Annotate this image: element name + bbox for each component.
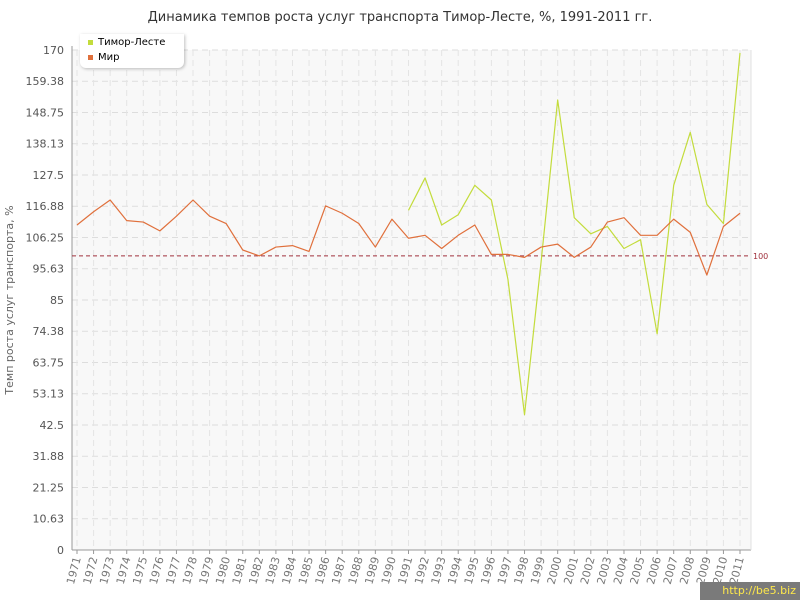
- legend-label: Тимор-Лесте: [98, 37, 166, 48]
- legend-swatch-icon: [88, 54, 93, 60]
- y-axis-label: Темп роста услуг транспорта, %: [3, 205, 16, 395]
- reference-line-label: 100: [753, 252, 768, 261]
- y-tick-label: 53.13: [33, 388, 65, 401]
- y-tick-label: 148.75: [26, 107, 65, 120]
- y-tick-label: 106.25: [26, 232, 65, 245]
- y-tick-label: 95.63: [33, 263, 65, 276]
- series-line-timor-leste: [407, 52, 741, 416]
- y-tick-label: 116.88: [26, 200, 65, 213]
- chart-title: Динамика темпов роста услуг транспорта Т…: [147, 10, 653, 25]
- y-tick-label: 0: [57, 544, 64, 557]
- y-tick-label: 31.88: [33, 450, 65, 463]
- y-tick-label: 10.63: [33, 513, 65, 526]
- legend-label: Мир: [98, 52, 120, 63]
- y-tick-label: 85: [50, 294, 64, 307]
- legend-item-world[interactable]: Мир: [88, 52, 119, 63]
- y-tick-label: 63.75: [33, 357, 65, 370]
- legend-swatch-icon: [88, 39, 93, 45]
- y-tick-label: 127.5: [33, 169, 65, 182]
- series-line-world: [76, 199, 741, 276]
- y-tick-label: 21.25: [33, 482, 65, 495]
- y-tick-label: 42.5: [40, 419, 65, 432]
- y-tick-label: 159.38: [26, 75, 65, 88]
- legend-item-timor-leste[interactable]: Тимор-Лесте: [88, 37, 165, 48]
- chart-legend: Тимор-Лесте Мир: [80, 34, 184, 68]
- watermark-link[interactable]: http://be5.biz: [700, 582, 800, 600]
- y-tick-label: 138.13: [26, 138, 65, 151]
- y-tick-label: 170: [43, 44, 64, 57]
- y-tick-label: 74.38: [33, 325, 65, 338]
